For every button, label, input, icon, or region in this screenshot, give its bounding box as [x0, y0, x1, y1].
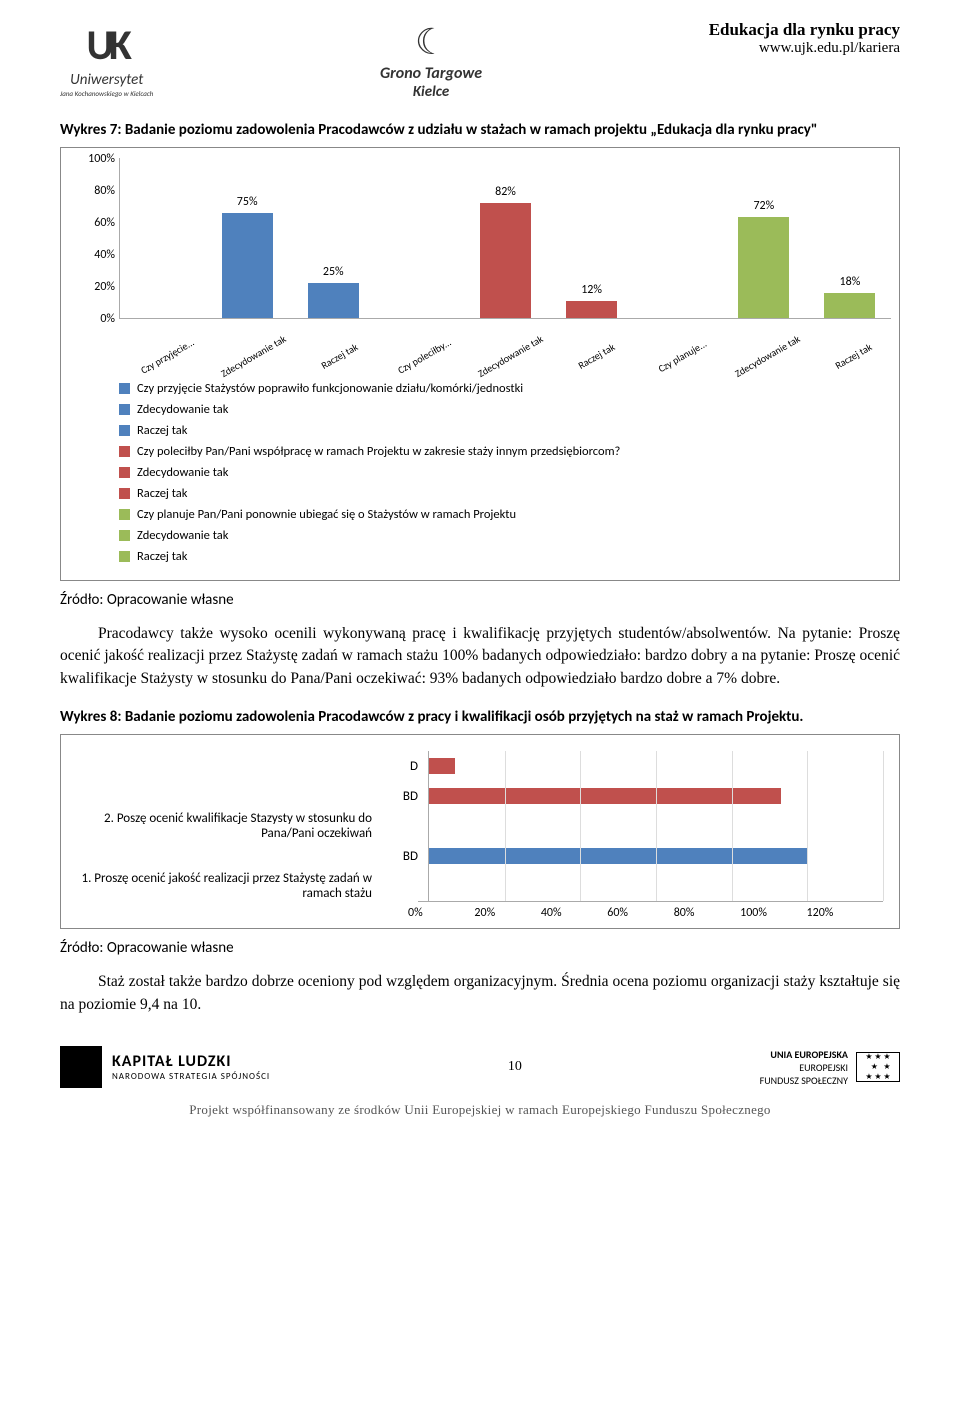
chart2-row: 1. Proszę ocenić jakość realizacji przez… [77, 871, 883, 901]
chart2-rows: DBD2. Poszę ocenić kwalifikacje Stazysty… [77, 751, 883, 901]
paragraph-1: Pracodawcy także wysoko ocenili wykonywa… [60, 623, 900, 690]
chart2: DBD2. Poszę ocenić kwalifikacje Stazysty… [60, 734, 900, 929]
chart1-bar: 72% [723, 217, 805, 318]
eu-line2: EUROPEJSKI [760, 1061, 848, 1074]
chart1-plot: 100%80%60%40%20%0% 75%25%82%12%72%18% [119, 158, 891, 319]
page-header: UK Uniwersytet Jana Kochanowskiego w Kie… [60, 20, 900, 101]
footer: KAPITAŁ LUDZKI NARODOWA STRATEGIA SPÓJNO… [60, 1046, 900, 1088]
legend-item: Zdecydowanie tak [119, 465, 891, 480]
eu-line3: FUNDUSZ SPOŁECZNY [760, 1074, 848, 1087]
chart1-bar: 25% [292, 283, 374, 318]
logo-center-line2: Kielce [413, 83, 449, 101]
legend-item: Raczej tak [119, 423, 891, 438]
kapital-icon [60, 1046, 102, 1088]
eu-flag-icon: ★ ★ ★★ ★★ ★ ★ [856, 1052, 900, 1082]
footer-left: KAPITAŁ LUDZKI NARODOWA STRATEGIA SPÓJNO… [60, 1046, 270, 1088]
chart1-bar: 75% [206, 213, 288, 318]
legend-item: Czy planuje Pan/Pani ponownie ubiegać si… [119, 507, 891, 522]
chart2-xaxis: 0%20%40%60%80%100%120% [418, 901, 883, 920]
chart1-source: Źródło: Opracowanie własne [60, 591, 900, 609]
chart1-legend: Czy przyjęcie Stażystów poprawiło funkcj… [119, 381, 891, 564]
project-url: www.ujk.edu.pl/kariera [709, 40, 900, 57]
moon-icon: ☾ [415, 20, 447, 64]
logo-subtext: Jana Kochanowskiego w Kielcach [60, 89, 153, 98]
legend-item: Zdecydowanie tak [119, 528, 891, 543]
logo-center-line1: Grono Targowe [380, 64, 482, 83]
chart1-bar: 18% [809, 293, 891, 318]
logo-mark: UK [86, 20, 126, 71]
chart1-caption: Wykres 7: Badanie poziomu zadowolenia Pr… [60, 121, 900, 139]
chart1: 100%80%60%40%20%0% 75%25% 82% 12% 72%18% Cz… [60, 147, 900, 581]
logo-university: UK Uniwersytet Jana Kochanowskiego w Kie… [60, 20, 153, 98]
eu-line1: UNIA EUROPEJSKA [760, 1048, 848, 1061]
footer-disclaimer: Projekt współfinansowany ze środków Unii… [60, 1102, 900, 1118]
footer-right: UNIA EUROPEJSKA EUROPEJSKI FUNDUSZ SPOŁE… [760, 1048, 900, 1087]
chart1-xaxis: Czy przyjęcie...Zdecydowanie takRaczej t… [119, 327, 891, 375]
paragraph-2: Staż został także bardzo dobrze oceniony… [60, 971, 900, 1016]
chart1-yaxis: 100%80%60%40%20%0% [70, 152, 115, 326]
logo-text: Uniwersytet [70, 71, 143, 89]
chart1-bar: 82% [464, 203, 546, 318]
chart2-row: BD [77, 841, 883, 871]
legend-item: Czy poleciłby Pan/Pani współpracę w rama… [119, 444, 891, 459]
legend-item: Raczej tak [119, 486, 891, 501]
footer-left-sub: NARODOWA STRATEGIA SPÓJNOŚCI [112, 1071, 270, 1082]
logo-grono: ☾ Grono Targowe Kielce [380, 20, 482, 101]
chart1-bar: 12% [551, 301, 633, 318]
header-right: Edukacja dla rynku pracy www.ujk.edu.pl/… [709, 20, 900, 57]
legend-item: Raczej tak [119, 549, 891, 564]
chart2-source: Źródło: Opracowanie własne [60, 939, 900, 957]
footer-left-title: KAPITAŁ LUDZKI [112, 1052, 270, 1071]
chart2-row: 2. Poszę ocenić kwalifikacje Stazysty w … [77, 811, 883, 841]
project-title: Edukacja dla rynku pracy [709, 20, 900, 40]
chart2-row: D [77, 751, 883, 781]
chart2-row: BD [77, 781, 883, 811]
page-number: 10 [508, 1059, 522, 1075]
chart2-caption: Wykres 8: Badanie poziomu zadowolenia Pr… [60, 708, 900, 726]
